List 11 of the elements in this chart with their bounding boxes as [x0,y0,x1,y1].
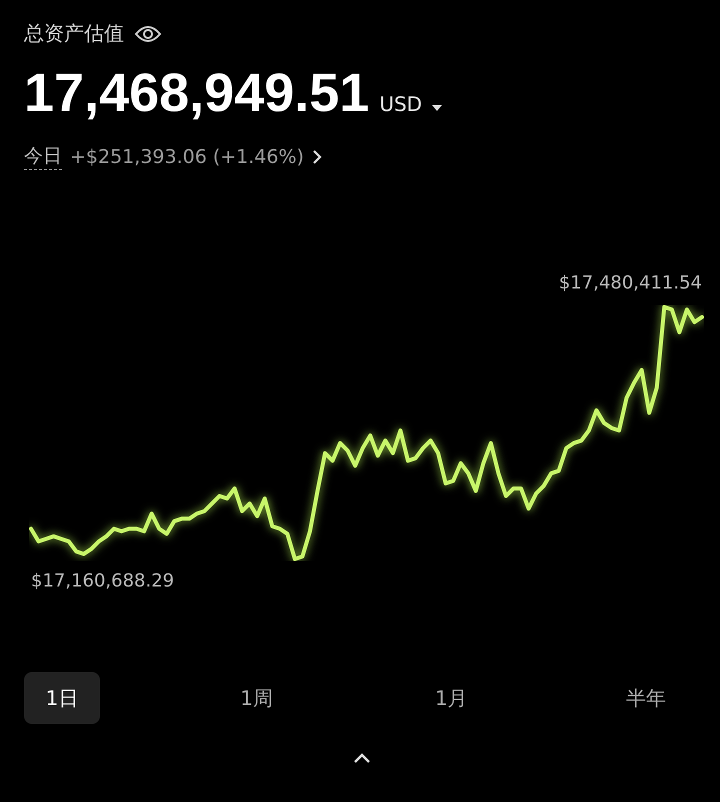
text: 1月 [434,684,469,712]
text: $17,480,411.54 [558,272,702,294]
text: 17,468,949.51 [24,62,370,124]
text: 1日 [24,672,100,724]
text: USD [379,92,422,116]
text: 半年 [624,684,667,712]
chart-title: 总资产估值 [24,20,124,47]
text: 今日 [24,143,62,170]
text: 1周 [239,684,274,712]
text: +$251,393.06 (+1.46%) [70,146,304,168]
text: $17,160,688.29 [31,570,174,592]
